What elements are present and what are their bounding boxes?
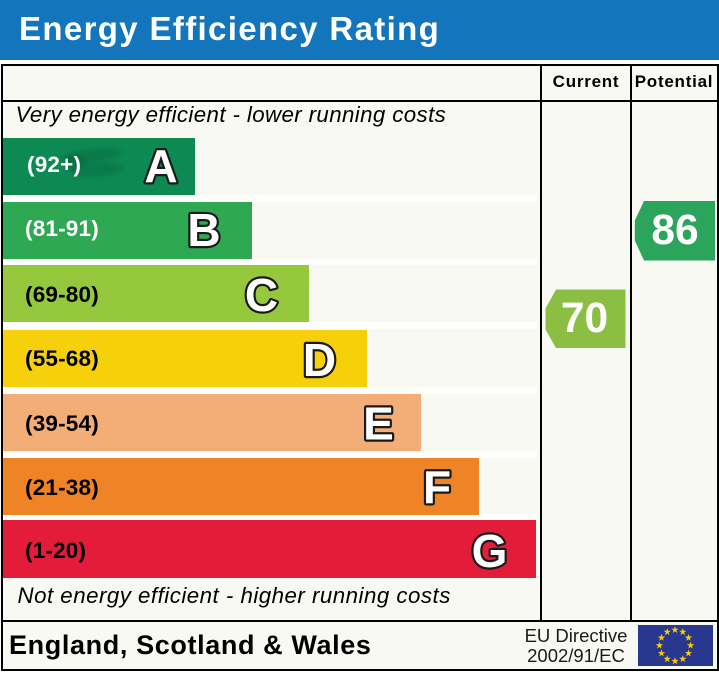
svg-text:E: E (363, 398, 394, 450)
svg-text:G: G (472, 525, 508, 577)
svg-text:D: D (303, 334, 336, 386)
svg-text:C: C (245, 269, 278, 321)
svg-text:B: B (187, 204, 220, 256)
svg-text:A: A (144, 140, 177, 192)
svg-text:F: F (423, 461, 451, 513)
